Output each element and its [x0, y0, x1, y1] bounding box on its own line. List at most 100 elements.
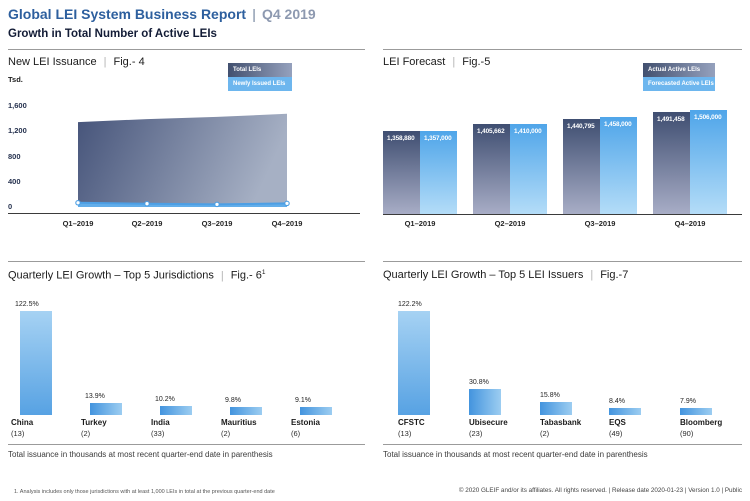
line-marker [284, 200, 290, 207]
growth-column: 10.2% [150, 300, 216, 415]
divider-line [8, 444, 365, 445]
category-count: (2) [221, 429, 231, 438]
fig5-xlabel: Q1–2019 [404, 219, 436, 228]
legend-newly-issued-leis: Newly Issued LEIs [228, 77, 292, 91]
growth-value-label: 122.5% [15, 301, 39, 308]
category-count: (23) [469, 429, 483, 438]
category-name: Tabasbank [540, 418, 582, 427]
category-count: (13) [398, 429, 412, 438]
bar-group-q1: 1,358,880 1,357,000 [383, 131, 457, 215]
fig6-caption: Total issuance in thousands at most rece… [8, 450, 273, 459]
growth-column: 15.8% [530, 300, 596, 415]
category-count: (33) [151, 429, 165, 438]
category-count: (2) [540, 429, 550, 438]
report-title: Global LEI System Business Report | Q4 201… [8, 6, 316, 22]
category-name: Ubisecure [469, 418, 508, 427]
fig5-xlabel: Q3–2019 [584, 219, 616, 228]
fig7-title-pipe: | [590, 269, 594, 281]
bar-group-q4: 1,491,458 1,506,000 [653, 110, 727, 215]
growth-bar [680, 408, 712, 415]
bar-value-label: 1,357,000 [424, 135, 452, 142]
legend-forecasted-active-leis: Forecasted Active LEIs [643, 77, 715, 91]
fig4-title-pipe: | [103, 56, 107, 68]
bar-forecast: 1,506,000 [690, 110, 727, 215]
divider-line [8, 49, 365, 50]
growth-bar [609, 408, 641, 415]
fig4-ytick: 1,200 [8, 126, 27, 135]
line-marker [214, 201, 220, 208]
bar-value-label: 1,458,000 [604, 121, 632, 128]
growth-bar [398, 311, 430, 415]
growth-column: 30.8% [459, 300, 525, 415]
fig4-ytick: 1,600 [8, 101, 27, 110]
fig4-xlabel: Q3–2019 [201, 219, 233, 228]
bar-group-q2: 1,405,662 1,410,000 [473, 124, 547, 215]
fig5-xlabel: Q2–2019 [494, 219, 526, 228]
footnote: 1. Analysis includes only those jurisdic… [14, 489, 275, 495]
fig5-title-pipe: | [452, 56, 456, 68]
fig6-title-pipe: | [220, 269, 224, 282]
legend-total-leis: Total LEIs [228, 63, 292, 77]
bar-forecast: 1,357,000 [420, 131, 457, 215]
growth-bar [90, 403, 122, 415]
growth-value-label: 13.9% [85, 393, 105, 400]
fig6-fig-label: Fig.- 6 [230, 269, 262, 282]
category-name: EQS [609, 418, 626, 427]
growth-column: 13.9% [80, 300, 146, 415]
growth-column: 9.1% [290, 300, 356, 415]
bar-group-q3: 1,440,795 1,458,000 [563, 117, 637, 215]
growth-value-label: 10.2% [155, 396, 175, 403]
fig4-legend: Total LEIs Newly Issued LEIs [228, 63, 292, 91]
divider-line [383, 261, 742, 262]
fig5-fig-label: Fig.-5 [462, 56, 491, 68]
growth-value-label: 122.2% [398, 301, 422, 308]
legend-actual-active-leis: Actual Active LEIs [643, 63, 715, 77]
category-name: Bloomberg [680, 418, 723, 427]
divider-line [383, 49, 742, 50]
growth-column: 7.9% [670, 300, 736, 415]
fig4-fig-label: Fig.- 4 [113, 56, 145, 68]
category-count: (13) [11, 429, 25, 438]
fig4-ytick: 0 [8, 202, 13, 211]
fig4-xlabel: Q2–2019 [131, 219, 163, 228]
report-subtitle: Growth in Total Number of Active LEIs [8, 28, 217, 40]
fig5-title-text: LEI Forecast [383, 56, 446, 68]
growth-column: 122.5% [10, 300, 76, 415]
growth-value-label: 8.4% [609, 398, 625, 405]
category-count: (49) [609, 429, 623, 438]
report-period: Q4 2019 [261, 6, 316, 22]
line-marker [75, 200, 81, 206]
bar-forecast: 1,458,000 [600, 117, 637, 215]
category-name: CFSTC [398, 418, 425, 427]
growth-value-label: 9.8% [225, 397, 241, 404]
fig7-title: Quarterly LEI Growth – Top 5 LEI Issuers… [383, 269, 628, 281]
fig5-xlabel: Q4–2019 [674, 219, 706, 228]
growth-bar [300, 407, 332, 415]
growth-bar [540, 402, 572, 415]
fig4-title-text: New LEI Issuance [8, 56, 97, 68]
fig4-x-axis [8, 213, 360, 214]
growth-value-label: 9.1% [295, 397, 311, 404]
bar-actual: 1,405,662 [473, 124, 510, 215]
fig5-title: LEI Forecast | Fig.-5 [383, 56, 490, 68]
fig4-xlabel: Q1–2019 [62, 219, 94, 228]
growth-value-label: 30.8% [469, 379, 489, 386]
growth-column: 122.2% [388, 300, 454, 415]
category-count: (6) [291, 429, 301, 438]
fig6-title: Quarterly LEI Growth – Top 5 Jurisdictio… [8, 269, 266, 282]
fig7-fig-label: Fig.-7 [600, 269, 629, 281]
copyright: © 2020 GLEIF and/or its affiliates. All … [458, 487, 742, 494]
category-name: India [151, 418, 170, 427]
bar-value-label: 1,410,000 [514, 128, 542, 135]
category-name: Estonia [291, 418, 320, 427]
bar-actual: 1,440,795 [563, 119, 600, 215]
fig4-ytick: 400 [8, 177, 21, 186]
fig4-ytick: 800 [8, 152, 21, 161]
area-total-leis [78, 113, 287, 205]
divider-line [383, 444, 742, 445]
growth-value-label: 7.9% [680, 398, 696, 405]
category-name: Mauritius [221, 418, 257, 427]
growth-bar [230, 407, 262, 415]
growth-value-label: 15.8% [540, 392, 560, 399]
